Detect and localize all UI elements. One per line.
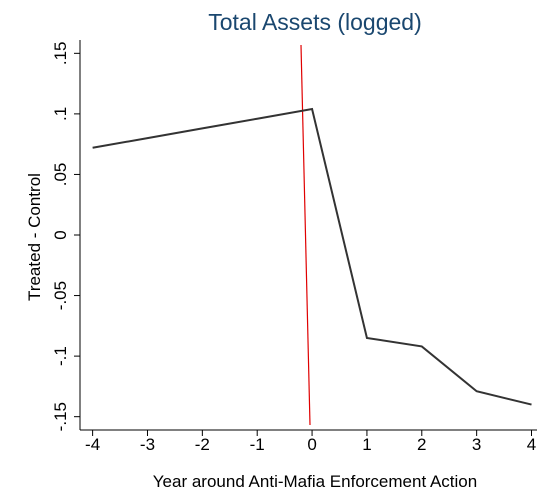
x-tick-label: -3 xyxy=(140,435,155,454)
x-axis-label: Year around Anti-Mafia Enforcement Actio… xyxy=(153,472,477,491)
x-tick-label: 0 xyxy=(307,435,316,454)
y-tick-label: -.15 xyxy=(51,402,70,431)
y-tick-label: 0 xyxy=(51,230,70,239)
x-tick-label: -1 xyxy=(250,435,265,454)
y-tick-label: -.1 xyxy=(51,346,70,366)
y-axis-label: Treated - Control xyxy=(25,173,44,301)
event-line xyxy=(300,44,311,426)
chart-title: Total Assets (logged) xyxy=(208,9,422,35)
x-tick-label: -4 xyxy=(85,435,100,454)
y-tick-label: -.05 xyxy=(51,281,70,310)
x-tick-label: -2 xyxy=(195,435,210,454)
x-tick-label: 4 xyxy=(527,435,536,454)
x-tick-label: 2 xyxy=(417,435,426,454)
x-tick-label: 3 xyxy=(472,435,481,454)
y-tick-label: .15 xyxy=(51,42,70,66)
y-tick-label: .05 xyxy=(51,163,70,187)
x-tick-label: 1 xyxy=(362,435,371,454)
y-tick-label: .1 xyxy=(51,107,70,121)
data-line xyxy=(92,107,532,406)
